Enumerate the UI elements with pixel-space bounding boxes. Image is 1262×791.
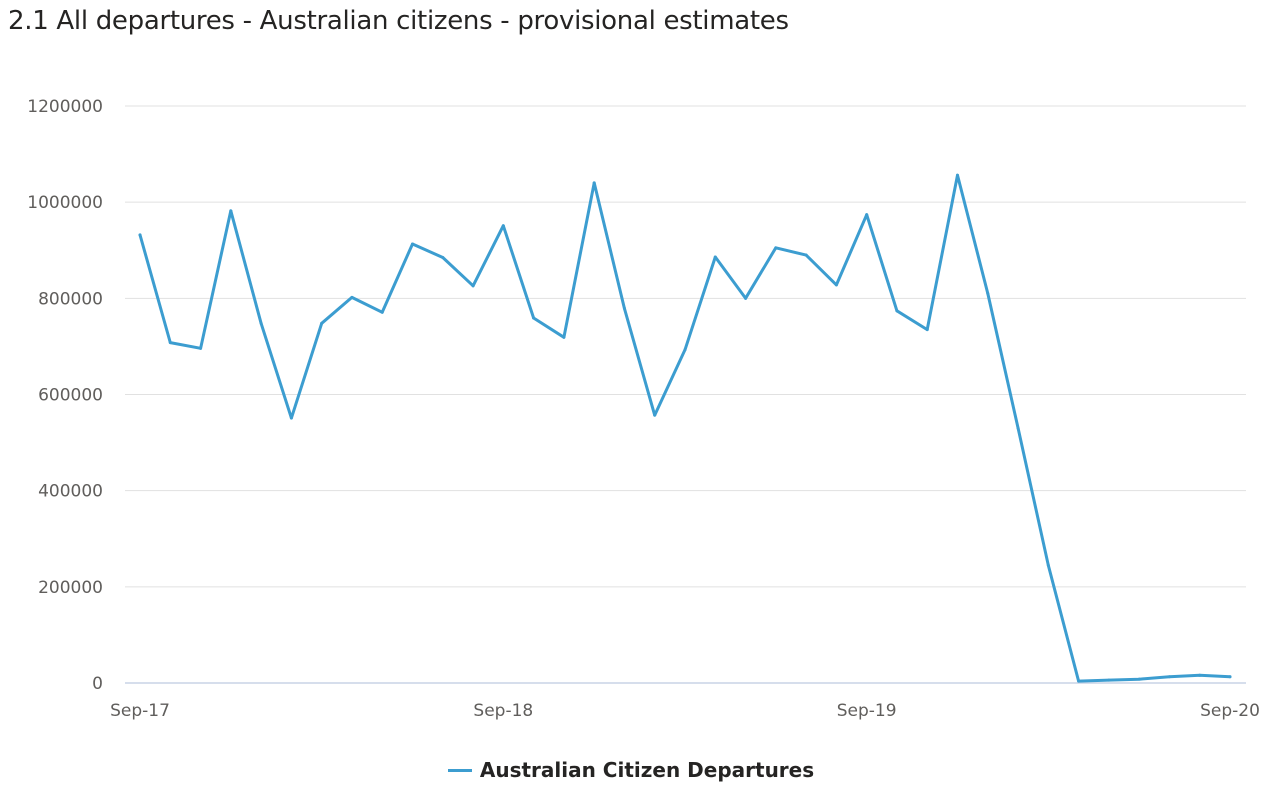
data-point: [289, 416, 293, 420]
data-point: [774, 246, 778, 250]
data-point: [925, 328, 929, 332]
data-point: [622, 306, 626, 310]
data-point: [229, 209, 233, 213]
data-point: [834, 283, 838, 287]
data-point: [653, 413, 657, 417]
data-point: [713, 255, 717, 259]
y-axis-labels: 0 200000 400000 600000 800000 1000000 1200000: [27, 97, 103, 694]
data-point: [1077, 679, 1081, 683]
y-tick-label: 200000: [38, 578, 103, 598]
data-point: [138, 233, 142, 237]
legend-label: Australian Citizen Departures: [479, 758, 815, 782]
data-point: [199, 346, 203, 350]
chart-title: 2.1 All departures - Australian citizens…: [8, 6, 789, 36]
y-tick-label: 600000: [38, 386, 103, 406]
data-point: [1107, 678, 1111, 682]
data-point: [532, 316, 536, 320]
data-point: [1137, 677, 1141, 681]
x-axis-labels: Sep-17 Sep-18 Sep-19 Sep-20: [110, 701, 1260, 721]
x-tick-label: Sep-20: [1200, 701, 1260, 721]
series-layer: [138, 173, 1232, 683]
data-point: [168, 341, 172, 345]
data-point: [562, 335, 566, 339]
y-tick-label: 1200000: [27, 97, 103, 117]
data-point: [1198, 673, 1202, 677]
y-tick-label: 400000: [38, 482, 103, 502]
x-tick-label: Sep-19: [837, 701, 897, 721]
data-point: [683, 348, 687, 352]
data-point: [320, 321, 324, 325]
data-point: [380, 310, 384, 314]
data-point: [1046, 563, 1050, 567]
data-point: [1228, 675, 1232, 679]
data-point: [411, 242, 414, 246]
data-point: [956, 173, 959, 177]
data-point: [259, 321, 263, 325]
legend-swatch: [447, 768, 472, 772]
data-point: [986, 292, 990, 296]
data-point: [592, 181, 596, 185]
x-tick-label: Sep-18: [473, 701, 533, 721]
data-point: [865, 213, 869, 217]
data-point: [501, 224, 505, 228]
gridlines: [125, 105, 1246, 588]
data-point: [744, 296, 748, 300]
legend: Australian Citizen Departures: [0, 758, 1262, 782]
data-point: [441, 255, 445, 259]
y-tick-label: 0: [92, 674, 103, 694]
y-tick-label: 1000000: [27, 193, 103, 213]
data-point: [350, 295, 354, 299]
x-tick-label: Sep-17: [110, 701, 170, 721]
series-line: [138, 173, 1232, 683]
data-point: [895, 309, 899, 313]
data-point: [804, 253, 808, 257]
data-point: [471, 284, 475, 288]
y-tick-label: 800000: [38, 289, 103, 309]
data-point: [1167, 675, 1171, 679]
data-point: [1016, 426, 1020, 430]
